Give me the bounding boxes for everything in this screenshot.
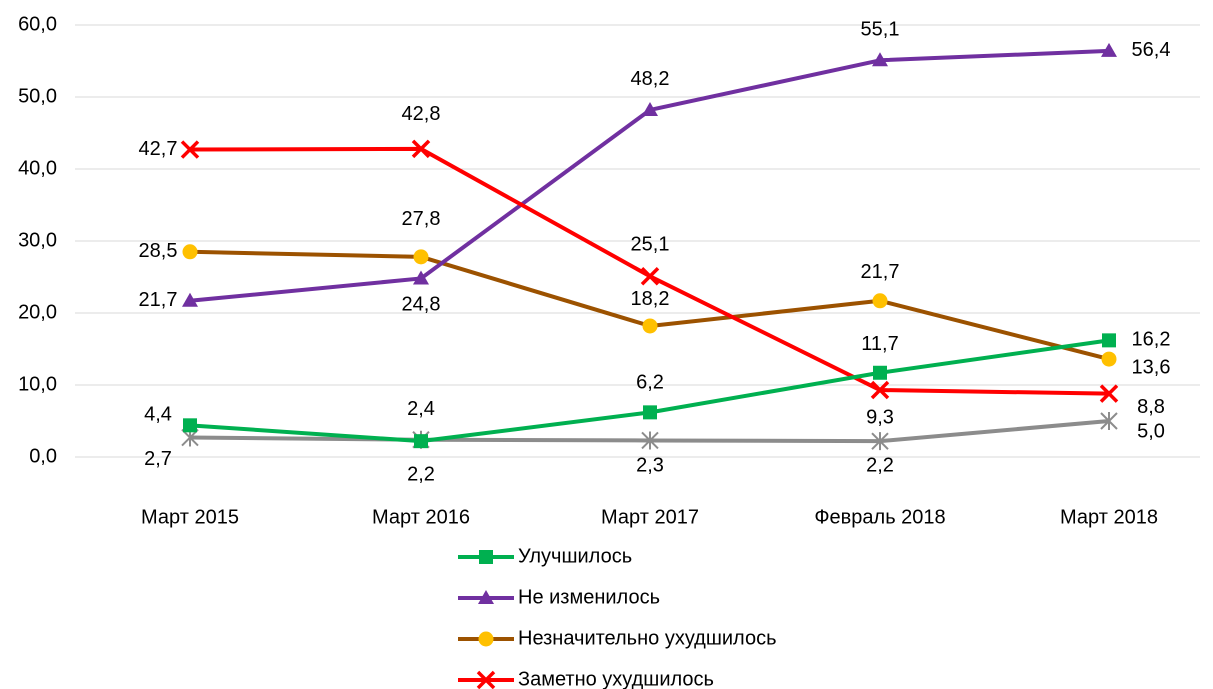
y-tick-label: 0,0 (29, 445, 57, 467)
data-label: 42,7 (139, 138, 178, 160)
data-label: 48,2 (631, 68, 670, 90)
series (182, 244, 1117, 367)
marker (413, 270, 429, 285)
data-label: 13,6 (1132, 356, 1171, 378)
marker (1101, 42, 1117, 57)
data-label: 2,4 (407, 398, 435, 420)
legend-label: Улучшилось (518, 545, 632, 567)
marker (1099, 384, 1119, 403)
marker (643, 405, 657, 420)
x-tick-label: Март 2016 (372, 506, 470, 528)
x-tick-label: Март 2015 (141, 506, 239, 528)
marker (479, 550, 493, 564)
x-tick-label: Март 2017 (601, 506, 699, 528)
y-tick-label: 50,0 (18, 85, 57, 107)
series (180, 139, 1119, 403)
data-label: 27,8 (402, 208, 441, 230)
marker (871, 432, 889, 451)
data-label: 2,3 (636, 455, 664, 477)
x-tick-label: Март 2018 (1060, 506, 1158, 528)
y-tick-label: 30,0 (18, 229, 57, 251)
marker (413, 249, 429, 265)
marker (872, 293, 888, 309)
series (183, 333, 1116, 449)
marker (182, 244, 198, 260)
data-label: 5,0 (1137, 420, 1165, 442)
marker (411, 139, 431, 159)
series (182, 42, 1117, 307)
data-label: 9,3 (866, 406, 894, 428)
legend-label: Заметно ухудшилось (518, 668, 714, 689)
legend-entry: Улучшилось (458, 545, 632, 567)
marker (180, 140, 200, 159)
marker (642, 318, 658, 334)
y-tick-label: 20,0 (18, 301, 57, 323)
data-label: 16,2 (1132, 329, 1171, 351)
line (189, 146, 1110, 396)
marker (641, 431, 659, 450)
marker (870, 380, 890, 400)
marker (1102, 333, 1116, 348)
legend-label: Не изменилось (518, 586, 660, 608)
y-tick-label: 40,0 (18, 157, 57, 179)
marker (478, 631, 494, 647)
data-label: 2,2 (407, 463, 435, 485)
data-label: 18,2 (631, 288, 670, 310)
y-tick-label: 60,0 (18, 13, 57, 35)
data-label: 2,2 (866, 454, 894, 476)
data-label: 56,4 (1132, 39, 1171, 61)
marker (873, 365, 887, 380)
marker (642, 101, 658, 116)
data-label: 11,7 (861, 333, 898, 355)
legend-entry: Незначительно ухудшилось (458, 627, 777, 649)
data-label: 8,8 (1137, 396, 1165, 418)
legend-label: Незначительно ухудшилось (518, 627, 777, 649)
marker (1100, 412, 1118, 430)
marker (414, 434, 428, 449)
data-label: 2,7 (144, 448, 172, 470)
marker (476, 670, 496, 689)
data-label: 4,4 (144, 404, 172, 426)
data-label: 25,1 (631, 234, 670, 256)
marker (182, 292, 198, 307)
legend-entry: Не изменилось (458, 586, 660, 608)
marker (872, 52, 888, 67)
marker (478, 590, 494, 604)
data-label: 24,8 (402, 294, 441, 316)
x-tick-label: Февраль 2018 (814, 506, 945, 528)
marker (640, 267, 660, 286)
data-label: 42,8 (402, 103, 441, 125)
marker (183, 418, 197, 433)
legend-entry: Заметно ухудшилось (458, 668, 714, 689)
y-tick-label: 10,0 (18, 373, 57, 395)
data-label: 28,5 (139, 240, 178, 262)
data-label: 55,1 (861, 19, 900, 41)
data-label: 21,7 (861, 261, 900, 283)
data-label: 6,2 (636, 372, 664, 394)
marker (1101, 351, 1117, 367)
data-label: 21,7 (139, 289, 178, 311)
